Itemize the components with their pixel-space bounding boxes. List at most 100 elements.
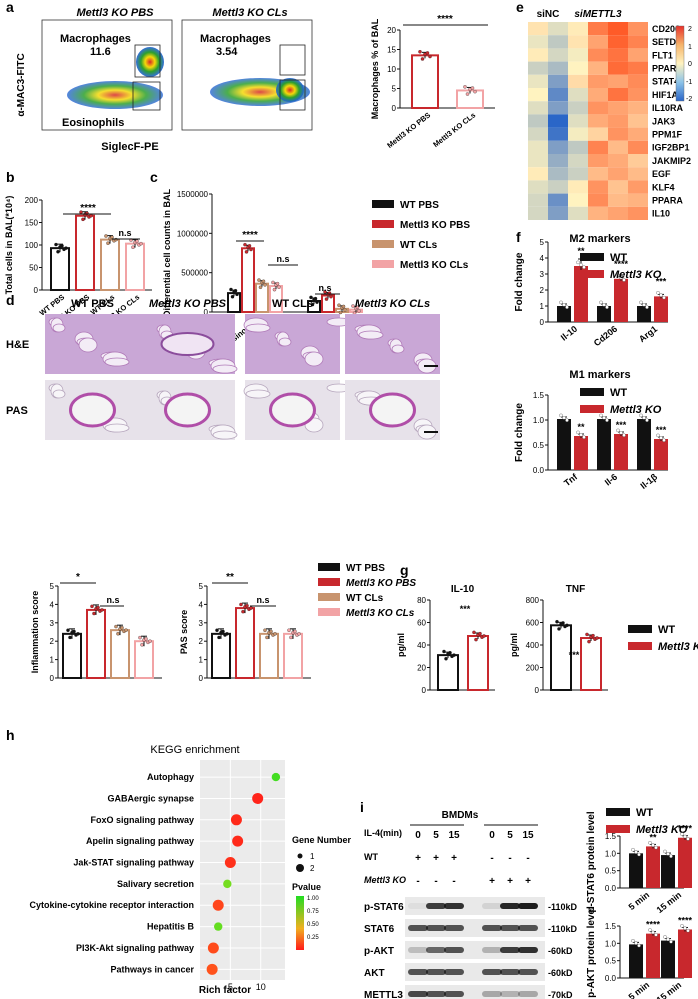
- heatmap-cell: [528, 61, 548, 75]
- data-point: [269, 629, 273, 634]
- sig-c2: n.s: [276, 254, 289, 264]
- bar: [580, 637, 602, 692]
- m2-title: M2 markers: [569, 233, 630, 245]
- blot-band: [500, 947, 520, 953]
- data-point: [639, 413, 643, 418]
- data-point: [452, 653, 456, 657]
- significance: ****: [678, 915, 693, 925]
- heatmap-cell: [528, 22, 548, 36]
- kegg-point: [214, 922, 223, 931]
- flow-ylabel: α-MAC3-FITC: [16, 53, 27, 116]
- gene-number-title: Gene Number: [292, 835, 352, 845]
- legend-label: Mettl3 KO CLs: [400, 260, 469, 271]
- data-point: [656, 291, 660, 295]
- histology-col-title: Mettl3 KO PBS: [149, 298, 227, 310]
- bar: [125, 242, 145, 291]
- blot-band: [426, 947, 446, 953]
- bar: [437, 654, 459, 691]
- heatmap-cell: [588, 88, 608, 102]
- bar: [574, 436, 588, 470]
- heatmap-cell: [608, 127, 628, 141]
- heatmap-row-label: JAKMIP2: [652, 156, 691, 166]
- y-tick-label: 1.5: [605, 832, 617, 841]
- heatmap-cell: [548, 127, 568, 141]
- x-tick-label: Il-10: [559, 324, 579, 343]
- heatmap-cell: [548, 74, 568, 88]
- data-point: [315, 300, 319, 304]
- histology-lumen: [278, 337, 292, 347]
- blot-label: STAT6: [364, 924, 395, 935]
- heatmap-cell: [568, 206, 588, 220]
- heatmap-cell: [628, 88, 648, 102]
- data-point: [313, 296, 318, 301]
- x-tick-label: 10: [256, 982, 266, 992]
- kegg-xlabel: Rich factor: [199, 985, 251, 996]
- data-point: [565, 623, 569, 628]
- kegg-point: [230, 814, 242, 826]
- bar: [661, 940, 675, 978]
- kegg-title: KEGG enrichment: [150, 744, 239, 756]
- data-point: [120, 626, 124, 630]
- heatmap-cell: [568, 35, 588, 49]
- bar: [134, 640, 154, 680]
- heatmap-cell: [628, 22, 648, 36]
- heatmap-cell: [548, 167, 568, 181]
- heatmap-row-label: FLT1: [652, 50, 673, 60]
- blot-band: [444, 925, 464, 931]
- data-point: [76, 632, 80, 636]
- y-axis-label: Fold change: [514, 252, 525, 311]
- y-tick-label: 1.0: [533, 416, 545, 425]
- gate-value-2: 3.54: [216, 46, 238, 58]
- sig-c3: n.s: [318, 283, 331, 293]
- bar: [629, 853, 643, 888]
- legend-label: Mettl3 KO: [658, 641, 698, 653]
- histology-lumen: [358, 330, 384, 340]
- heatmap-cell: [588, 114, 608, 128]
- heatmap-cell: [608, 193, 628, 207]
- gene-number-2: 2: [310, 864, 315, 873]
- data-point: [562, 303, 566, 307]
- blot-label: p-STAT6: [364, 902, 404, 913]
- data-point: [66, 628, 70, 632]
- legend-label: WT: [636, 807, 653, 819]
- histology-lumen: [212, 430, 238, 440]
- data-point: [473, 89, 477, 94]
- blot-band: [500, 991, 520, 997]
- data-point: [595, 636, 599, 640]
- blot-band: [426, 969, 446, 975]
- chart-title: TNF: [566, 584, 585, 595]
- data-point: [225, 632, 229, 636]
- bar: [637, 306, 651, 322]
- data-point: [599, 413, 603, 418]
- panel-letter-f: f: [516, 229, 521, 245]
- data-point: [343, 308, 347, 312]
- data-point: [144, 637, 148, 641]
- data-point: [582, 435, 586, 439]
- data-point: [622, 278, 626, 282]
- significance: **: [577, 246, 585, 256]
- data-point: [241, 609, 245, 614]
- data-point: [273, 632, 277, 636]
- heatmap-colorbar: 2 1 0 -1 -2: [675, 25, 692, 103]
- histology-lumen: [391, 344, 405, 354]
- heatmap-cell: [608, 101, 628, 115]
- data-point: [642, 416, 646, 420]
- histology-lumen: [245, 389, 271, 399]
- ko-sign: +: [507, 876, 513, 887]
- bar: [661, 855, 675, 888]
- data-point: [565, 305, 569, 309]
- chart-f-m1: 0.0 0.5 1.0 1.5 Fold change ** Tnf *** Il-6 *** Il…: [514, 391, 668, 491]
- y-axis-label: Inflammation score: [30, 591, 40, 674]
- data-point: [470, 86, 475, 90]
- heatmap-cell: [608, 180, 628, 194]
- histology-lumen: [52, 389, 66, 399]
- data-point: [310, 302, 315, 307]
- data-point: [648, 841, 652, 845]
- heatmap-cell: [608, 140, 628, 154]
- blot-band: [518, 925, 538, 931]
- time-label: 15: [522, 830, 534, 841]
- data-point: [662, 295, 666, 300]
- heatmap-cell: [528, 193, 548, 207]
- y-tick-label: 3: [540, 270, 545, 279]
- heatmap-cell: [528, 101, 548, 115]
